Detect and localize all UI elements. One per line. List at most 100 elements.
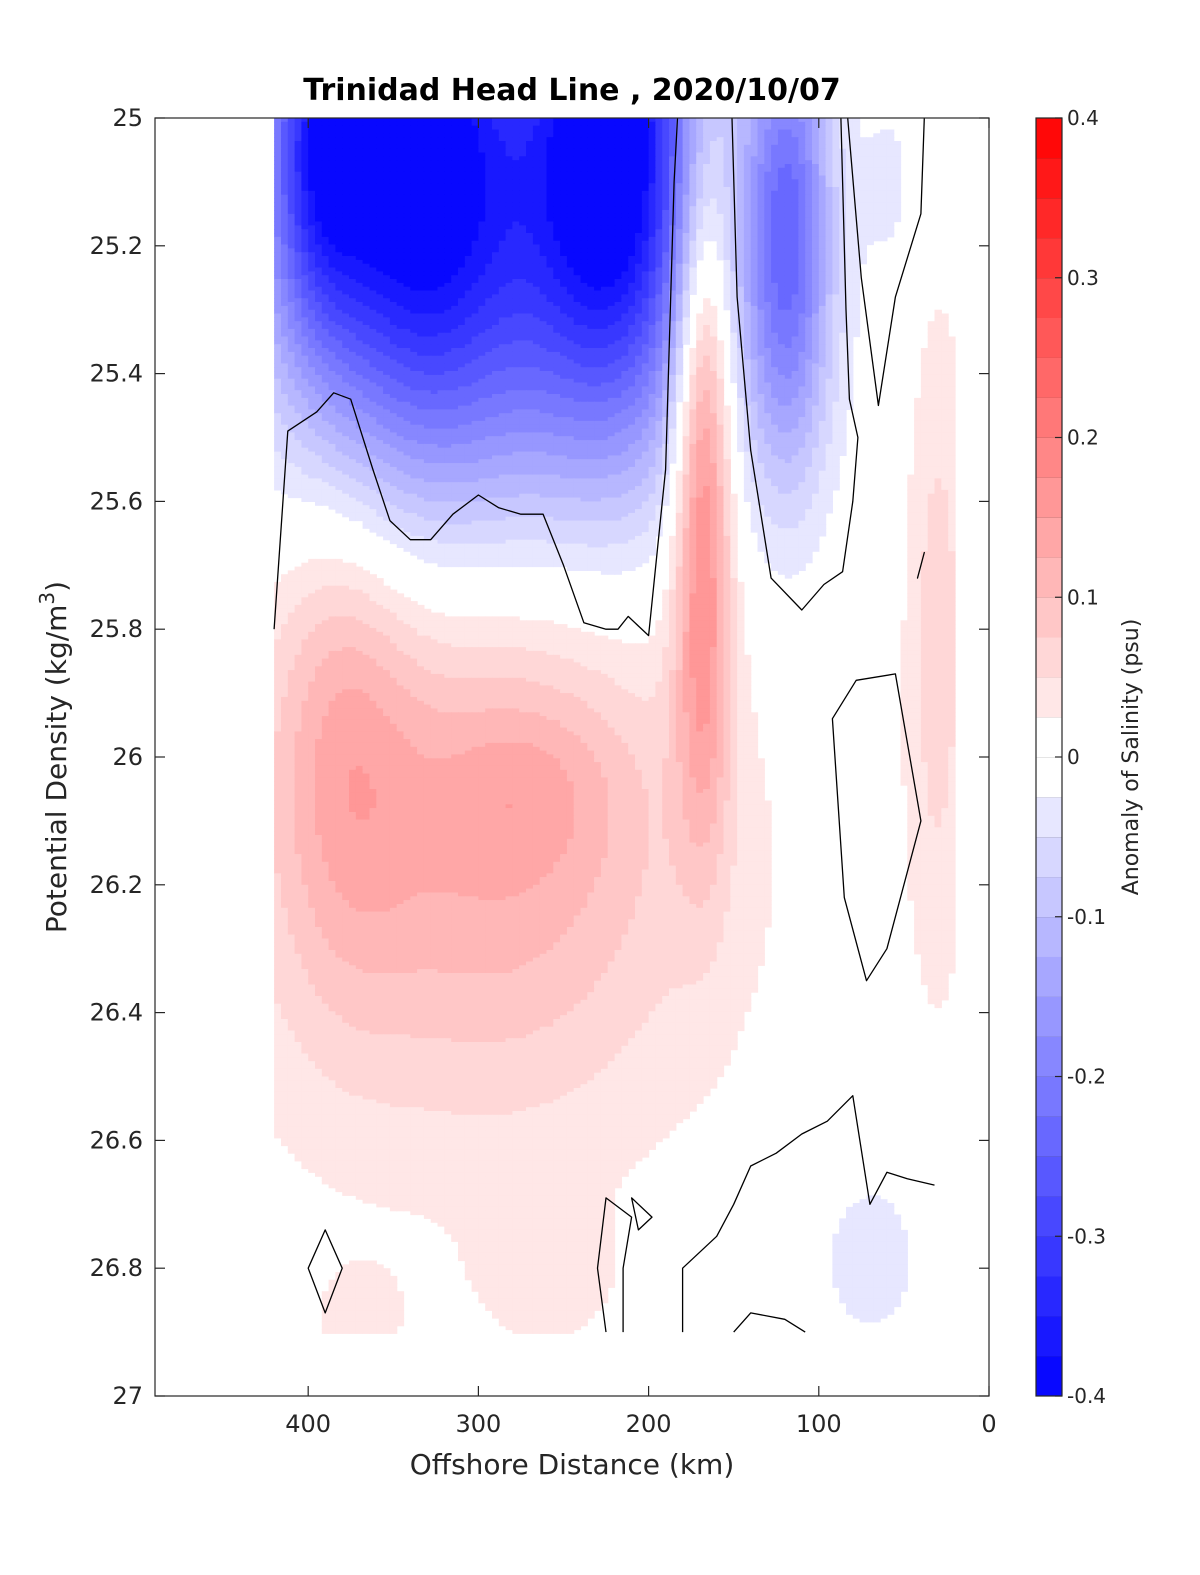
anomaly-cell (539, 294, 548, 299)
anomaly-cell (839, 263, 847, 269)
anomaly-cell (587, 183, 595, 188)
anomaly-cell (383, 144, 391, 150)
anomaly-cell (723, 233, 731, 238)
anomaly-cell (846, 125, 854, 131)
anomaly-cell (600, 240, 609, 246)
anomaly-cell (798, 298, 806, 303)
anomaly-cell (614, 294, 622, 299)
anomaly-cell (451, 194, 459, 200)
anomaly-cell (614, 175, 622, 180)
anomaly-cell (716, 187, 725, 192)
anomaly-cell (342, 179, 350, 184)
anomaly-cell (818, 263, 827, 269)
anomaly-cell (546, 229, 554, 234)
anomaly-cell (471, 248, 479, 253)
anomaly-cell (682, 148, 690, 154)
anomaly-cell (614, 148, 622, 154)
anomaly-cell (580, 175, 588, 180)
anomaly-cell (403, 152, 411, 157)
anomaly-cell (730, 217, 738, 223)
anomaly-cell (478, 129, 486, 134)
anomaly-cell (369, 152, 377, 157)
anomaly-cell (723, 202, 731, 207)
anomaly-cell (553, 321, 561, 326)
anomaly-cell (764, 190, 772, 196)
anomaly-cell (777, 198, 786, 203)
anomaly-cell (812, 328, 820, 334)
anomaly-cell (560, 148, 568, 154)
anomaly-cell (458, 148, 466, 154)
anomaly-cell (621, 121, 629, 127)
anomaly-cell (798, 198, 806, 203)
anomaly-cell (485, 129, 493, 134)
anomaly-cell (675, 187, 684, 192)
anomaly-cell (403, 332, 411, 338)
anomaly-cell (471, 321, 479, 326)
anomaly-cell (852, 171, 861, 177)
anomaly-cell (301, 294, 309, 299)
anomaly-cell (458, 125, 466, 131)
anomaly-cell (628, 236, 636, 242)
anomaly-cell (389, 317, 398, 322)
anomaly-cell (635, 263, 643, 269)
anomaly-cell (723, 305, 731, 311)
anomaly-cell (893, 202, 902, 207)
anomaly-cell (716, 194, 725, 200)
anomaly-cell (818, 156, 827, 161)
anomaly-cell (737, 313, 745, 318)
anomaly-cell (403, 233, 411, 238)
anomaly-cell (553, 225, 561, 230)
anomaly-cell (355, 302, 364, 307)
anomaly-cell (628, 298, 636, 303)
anomaly-cell (566, 282, 575, 288)
anomaly-cell (376, 121, 384, 127)
anomaly-cell (369, 302, 377, 307)
anomaly-cell (600, 221, 609, 226)
anomaly-cell (274, 321, 282, 326)
anomaly-cell (287, 125, 296, 131)
anomaly-cell (832, 213, 840, 219)
anomaly-cell (587, 213, 595, 219)
anomaly-cell (805, 236, 813, 242)
anomaly-cell (287, 229, 296, 234)
anomaly-cell (560, 317, 568, 322)
anomaly-cell (662, 298, 670, 303)
anomaly-cell (655, 271, 663, 276)
anomaly-cell (458, 321, 466, 326)
anomaly-cell (498, 332, 507, 338)
anomaly-cell (798, 194, 806, 200)
anomaly-cell (566, 213, 575, 219)
anomaly-cell (880, 171, 888, 177)
anomaly-cell (349, 244, 357, 249)
anomaly-cell (274, 252, 282, 257)
anomaly-cell (703, 313, 711, 318)
anomaly-cell (818, 325, 827, 330)
anomaly-cell (825, 321, 833, 326)
anomaly-cell (682, 190, 690, 196)
anomaly-cell (805, 302, 813, 307)
anomaly-cell (444, 190, 452, 196)
anomaly-cell (709, 183, 718, 188)
anomaly-cell (294, 129, 302, 134)
anomaly-cell (893, 213, 902, 219)
anomaly-cell (423, 302, 432, 307)
anomaly-cell (880, 221, 888, 226)
anomaly-cell (621, 171, 629, 177)
anomaly-cell (335, 129, 343, 134)
anomaly-cell (607, 125, 616, 131)
anomaly-cell (403, 248, 411, 253)
anomaly-cell (315, 213, 323, 219)
anomaly-cell (287, 321, 296, 326)
anomaly-cell (587, 160, 595, 165)
anomaly-cell (743, 263, 752, 269)
anomaly-cell (669, 263, 677, 269)
anomaly-cell (757, 325, 765, 330)
anomaly-cell (403, 275, 411, 280)
anomaly-cell (342, 263, 350, 269)
anomaly-cell (682, 167, 690, 173)
anomaly-cell (798, 175, 806, 180)
anomaly-cell (812, 221, 820, 226)
anomaly-cell (771, 137, 779, 142)
anomaly-cell (376, 298, 384, 303)
anomaly-cell (846, 152, 854, 157)
